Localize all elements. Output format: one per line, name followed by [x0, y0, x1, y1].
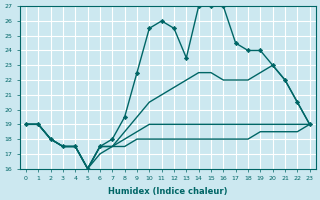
X-axis label: Humidex (Indice chaleur): Humidex (Indice chaleur) — [108, 187, 228, 196]
